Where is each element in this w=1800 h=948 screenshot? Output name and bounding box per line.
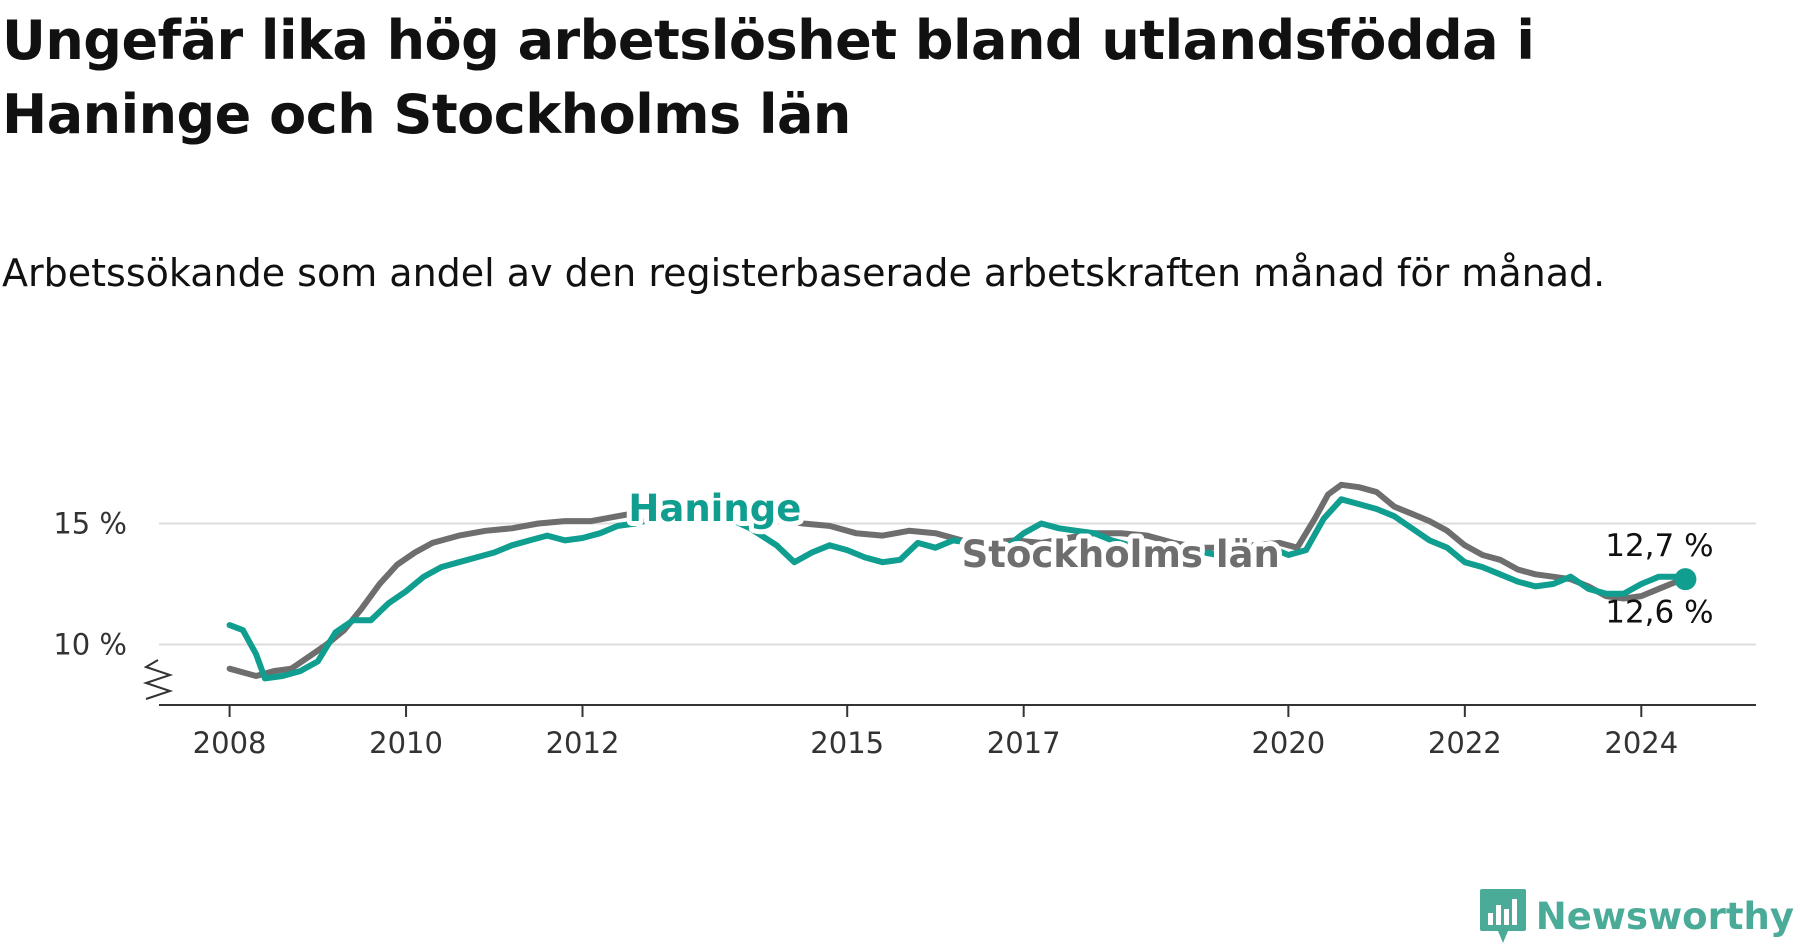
series-label-stockholms-l-n: Stockholms län — [962, 533, 1280, 576]
end-label-haninge: 12,7 % — [1605, 528, 1713, 564]
x-tick-label: 2017 — [987, 726, 1061, 760]
x-tick-label: 2015 — [810, 726, 884, 760]
brand-name: Newsworthy — [1535, 894, 1794, 938]
y-tick-label: 15 % — [53, 507, 127, 541]
x-tick-label: 2024 — [1604, 726, 1678, 760]
end-point-haninge — [1674, 568, 1697, 591]
brand-logo: Newsworthy — [1478, 886, 1794, 946]
series-line-stockholms-l-n — [226, 481, 1689, 679]
series-label-haninge: Haninge — [628, 487, 801, 530]
end-label-stockholms-l-n: 12,6 % — [1605, 595, 1713, 631]
x-tick-label: 2020 — [1251, 726, 1325, 760]
series-label-halo-haninge: Haninge — [628, 487, 801, 530]
y-tick-label: 10 % — [53, 628, 127, 662]
chart-subtitle: Arbetssökande som andel av den registerb… — [2, 251, 1606, 295]
x-tick-label: 2012 — [546, 726, 620, 760]
x-tick-label: 2008 — [193, 726, 267, 760]
series-label-halo-stockholms-l-n: Stockholms län — [962, 533, 1280, 576]
axis-break-icon — [142, 659, 174, 700]
newsworthy-logo-icon — [1479, 889, 1526, 943]
x-tick-label: 2010 — [369, 726, 443, 760]
series-line-haninge — [226, 496, 1689, 682]
chart-title: Ungefär lika hög arbetslöshet bland utla… — [2, 9, 1535, 146]
x-tick-label: 2022 — [1428, 726, 1502, 760]
